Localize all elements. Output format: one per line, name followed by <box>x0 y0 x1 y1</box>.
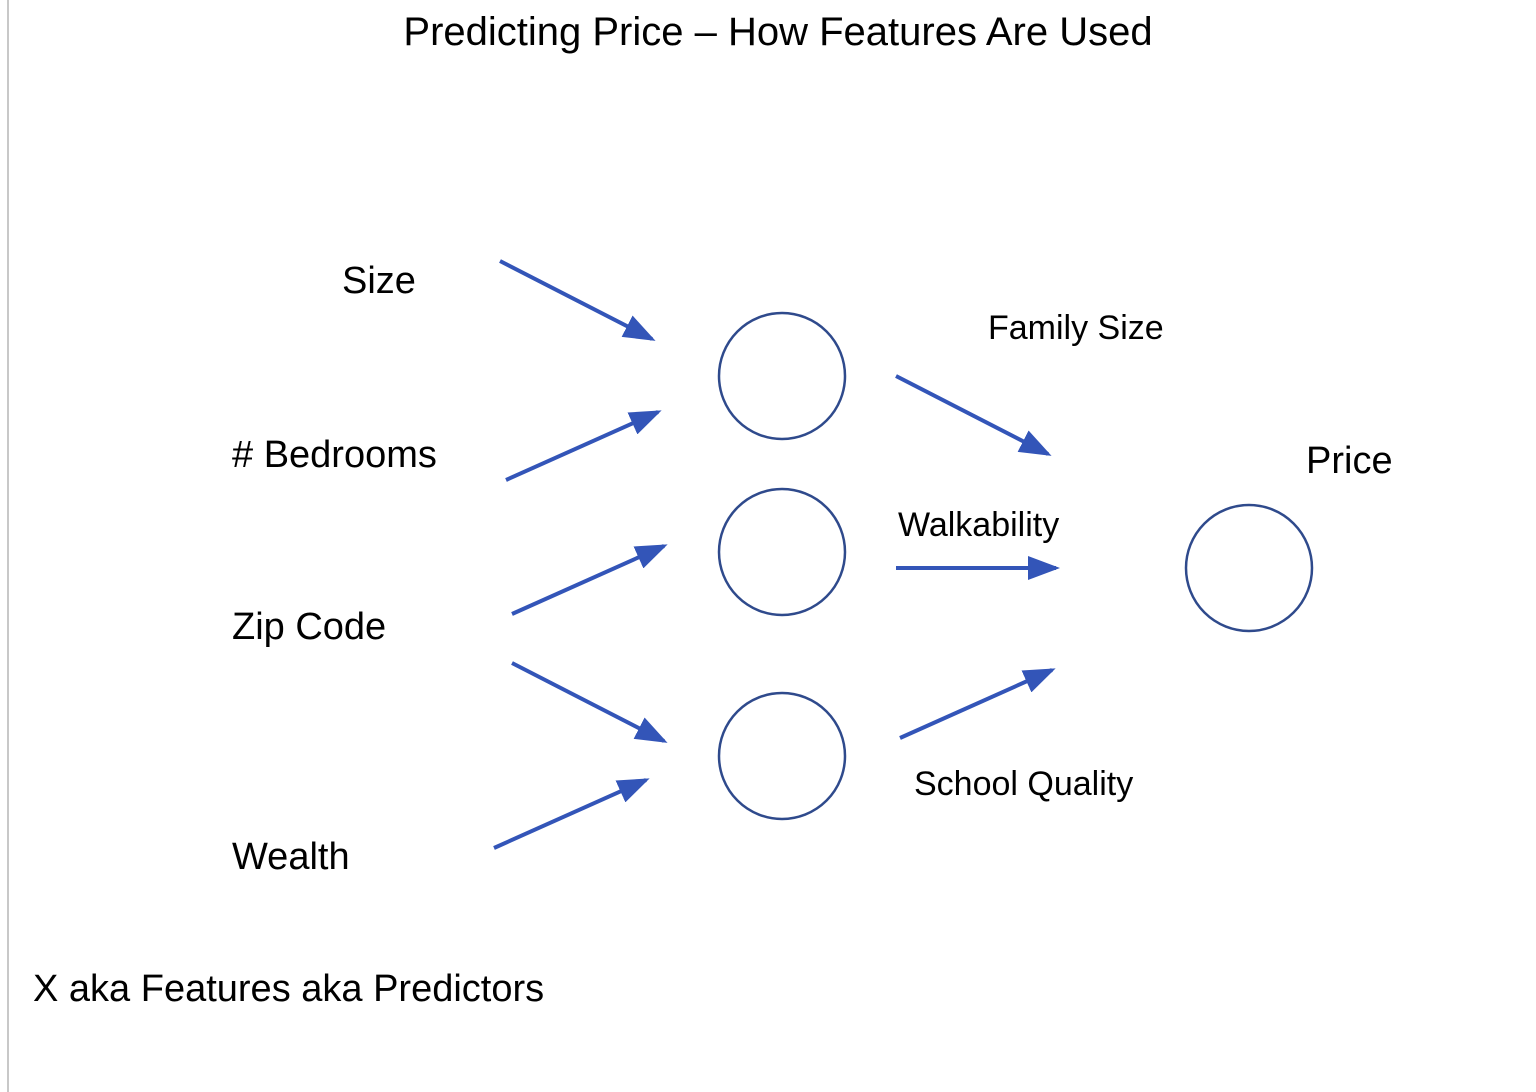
hidden-label-school-quality: School Quality <box>914 765 1134 803</box>
arrow-size-to-node-1 <box>499 259 656 341</box>
footer-caption: X aka Features aka Predictors <box>33 968 545 1010</box>
page-edge-line <box>7 0 9 1092</box>
diagram-title: Predicting Price – How Features Are Used <box>403 10 1153 54</box>
hidden-label-family-size: Family Size <box>988 309 1164 347</box>
hidden-node-1 <box>717 311 847 441</box>
hidden-node-3 <box>717 691 847 821</box>
arrow-zip-to-node-3 <box>511 661 668 743</box>
arrow-family-size-to-price <box>895 374 1052 456</box>
arrow-bedrooms-to-node-1 <box>505 410 662 482</box>
output-label-price: Price <box>1306 440 1393 482</box>
input-label-zip-code: Zip Code <box>232 606 387 648</box>
input-label-size: Size <box>342 260 416 302</box>
arrow-zip-to-node-2 <box>511 544 668 616</box>
arrow-wealth-to-node-3 <box>493 778 650 850</box>
input-label-wealth: Wealth <box>232 836 350 878</box>
output-node-price <box>1184 503 1314 633</box>
arrow-school-quality-to-price <box>899 668 1056 740</box>
hidden-label-walkability: Walkability <box>898 506 1060 544</box>
input-label-bedrooms: # Bedrooms <box>232 434 437 476</box>
hidden-node-2 <box>717 487 847 617</box>
